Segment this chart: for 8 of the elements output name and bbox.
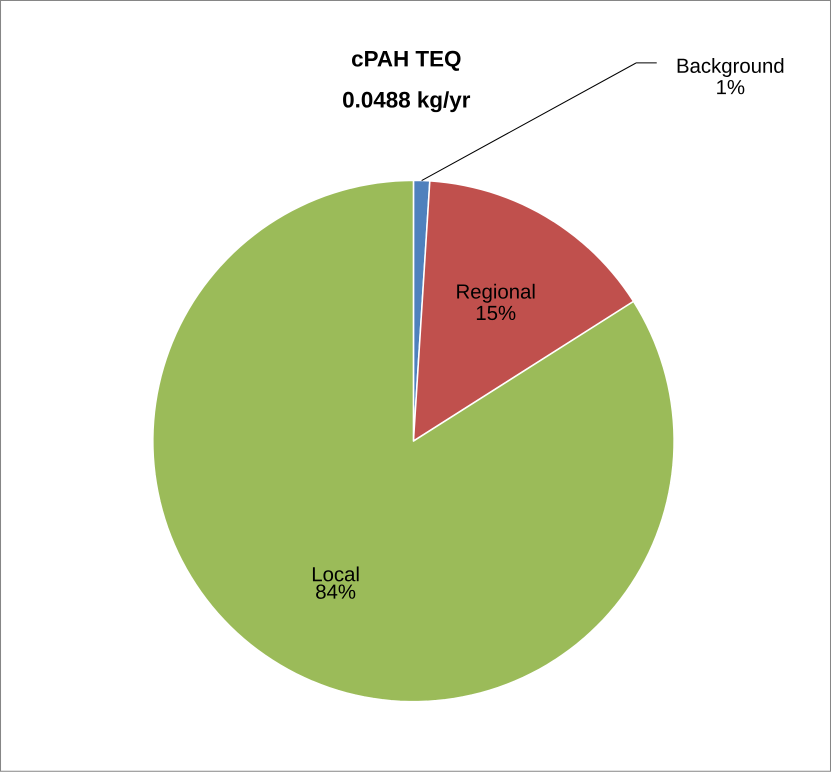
slice-label: Background [678,58,784,78]
data-label: 1% [717,80,744,94]
slice-label: Regional [457,284,535,303]
slice-label: Local [312,566,359,582]
data-label: 15% [476,306,516,320]
chart-title: cPAH TEQ [352,50,461,71]
text: 0.0488 kg/yr [343,91,470,112]
data-label: 84% [316,584,356,600]
